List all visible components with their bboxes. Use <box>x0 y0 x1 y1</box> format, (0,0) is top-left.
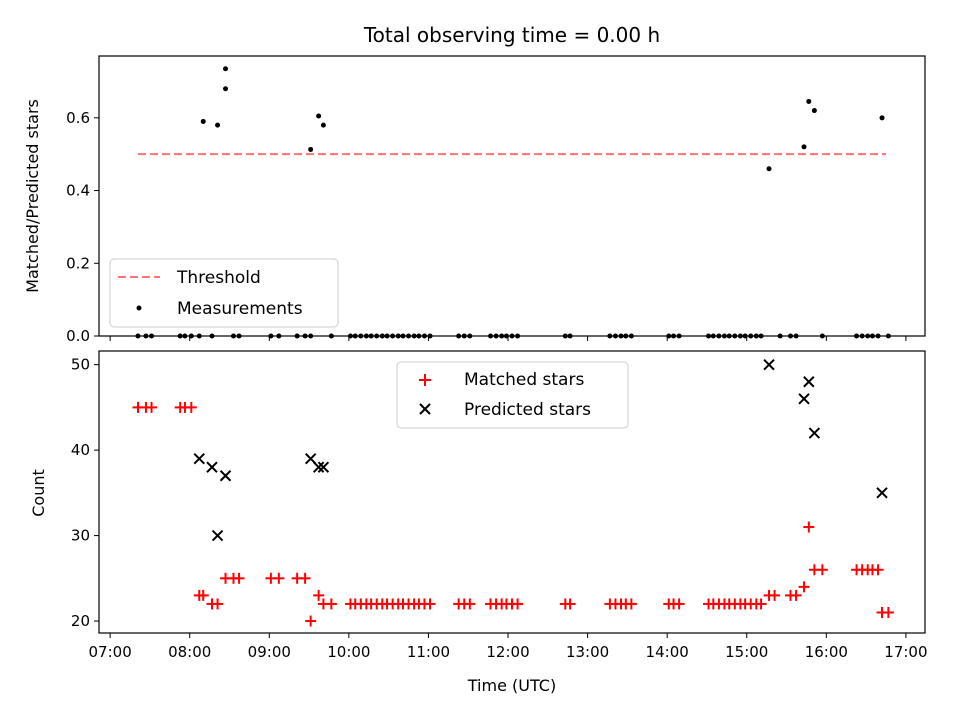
bottom-y-tick-label: 20 <box>71 612 90 630</box>
predicted-star-point <box>211 529 224 542</box>
measurement-point <box>316 113 322 119</box>
matched-star-point <box>313 589 325 601</box>
matched-star-point <box>325 598 337 610</box>
matched-star-point <box>212 598 224 610</box>
legend-measurements-swatch <box>136 305 142 311</box>
legend-matched-swatch <box>419 374 431 386</box>
x-tick-label: 17:00 <box>884 643 927 661</box>
predicted-star-point <box>206 461 218 473</box>
bottom-y-tick-label: 40 <box>71 441 90 459</box>
top-y-tick-label: 0.4 <box>66 182 90 200</box>
x-tick-label: 11:00 <box>407 643 450 661</box>
top-y-tick-label: 0.2 <box>66 254 90 272</box>
matched-star-point <box>798 581 810 593</box>
measurement-point <box>811 108 817 114</box>
matched-star-point <box>625 598 637 610</box>
legend-matched-label: Matched stars <box>464 370 584 390</box>
matched-star-point <box>512 598 524 610</box>
matched-star-point <box>790 589 802 601</box>
matched-star-point <box>305 615 317 627</box>
x-tick-label: 16:00 <box>805 643 848 661</box>
matched-star-point <box>233 572 245 584</box>
bottom-y-tick-label: 50 <box>71 356 90 374</box>
measurement-point <box>806 98 812 104</box>
bottom-axes-frame <box>98 350 926 634</box>
bottom-y-axis-label: Count <box>29 469 48 517</box>
predicted-star-point <box>193 452 205 465</box>
bottom-y-ticks: 20 30 40 50 <box>71 356 99 630</box>
top-y-ticks: 0.0 0.2 0.4 0.6 <box>66 109 99 345</box>
matched-star-point <box>146 401 158 413</box>
top-axes: 0.0 0.2 0.4 0.6 Matched/Predicted stars Thr… <box>23 55 926 345</box>
x-tick-label: 09:00 <box>248 643 291 661</box>
predicted-star-point <box>808 427 821 439</box>
matched-star-point <box>464 598 476 610</box>
top-plot-area <box>135 66 891 339</box>
measurement-point <box>879 115 885 121</box>
legend-threshold-label: Threshold <box>176 268 261 288</box>
predicted-star-point <box>317 461 330 473</box>
x-axis-label: Time (UTC) <box>467 676 556 695</box>
bottom-y-tick-label: 30 <box>71 527 90 545</box>
measurement-point <box>320 122 326 128</box>
top-y-tick-label: 0.0 <box>66 327 90 345</box>
x-tick-label: 15:00 <box>725 643 768 661</box>
matched-star-point <box>803 521 815 533</box>
x-tick-label: 10:00 <box>327 643 370 661</box>
x-tick-label: 14:00 <box>646 643 689 661</box>
measurement-point <box>308 146 314 152</box>
top-legend: Threshold Measurements <box>109 258 339 328</box>
matched-star-point <box>872 564 884 576</box>
x-tick-label: 12:00 <box>486 643 529 661</box>
predicted-star-point <box>798 393 810 405</box>
measurement-point <box>223 66 229 72</box>
matched-star-point <box>769 589 781 601</box>
predicted-star-point <box>803 376 815 388</box>
measurement-point <box>200 118 206 124</box>
matched-star-point <box>755 598 767 610</box>
measurement-point <box>766 166 772 172</box>
legend-predicted-swatch <box>419 403 431 415</box>
legend-measurements-label: Measurements <box>177 299 303 319</box>
matched-star-point <box>673 598 685 610</box>
predicted-star-point <box>312 461 325 473</box>
top-axes-frame <box>98 55 926 337</box>
matched-star-point <box>564 598 576 610</box>
bottom-plot-area <box>132 358 894 627</box>
matched-star-point <box>424 598 436 610</box>
figure-title: Total observing time = 0.00 h <box>363 23 660 47</box>
measurement-point <box>223 86 229 92</box>
measurement-point <box>215 122 221 128</box>
x-tick-label: 13:00 <box>566 643 609 661</box>
bottom-legend-box <box>396 361 629 429</box>
matched-star-point <box>273 572 285 584</box>
predicted-star-point <box>219 470 232 482</box>
predicted-star-point <box>763 358 775 371</box>
bottom-legend: Matched stars Predicted stars <box>396 361 629 429</box>
measurement-point <box>801 144 807 150</box>
matched-star-point <box>882 606 894 618</box>
top-y-tick-label: 0.6 <box>66 109 90 127</box>
matched-star-point <box>185 401 197 413</box>
x-tick-label: 08:00 <box>168 643 211 661</box>
predicted-star-point <box>876 487 888 499</box>
top-y-axis-label: Matched/Predicted stars <box>23 99 42 293</box>
bottom-x-ticks: 07:00 08:00 09:00 10:00 11:00 12:00 13:00 14:00… <box>89 633 928 661</box>
matched-star-point <box>816 564 828 576</box>
matched-star-point <box>197 589 209 601</box>
matched-star-point <box>299 572 311 584</box>
x-tick-label: 07:00 <box>89 643 132 661</box>
top-x-ticks <box>109 336 907 341</box>
bottom-axes: 20 30 40 50 07:00 08:00 09:00 10:00 11:00 12:00 1… <box>29 350 928 695</box>
top-legend-box <box>109 258 339 328</box>
legend-predicted-label: Predicted stars <box>464 400 591 420</box>
